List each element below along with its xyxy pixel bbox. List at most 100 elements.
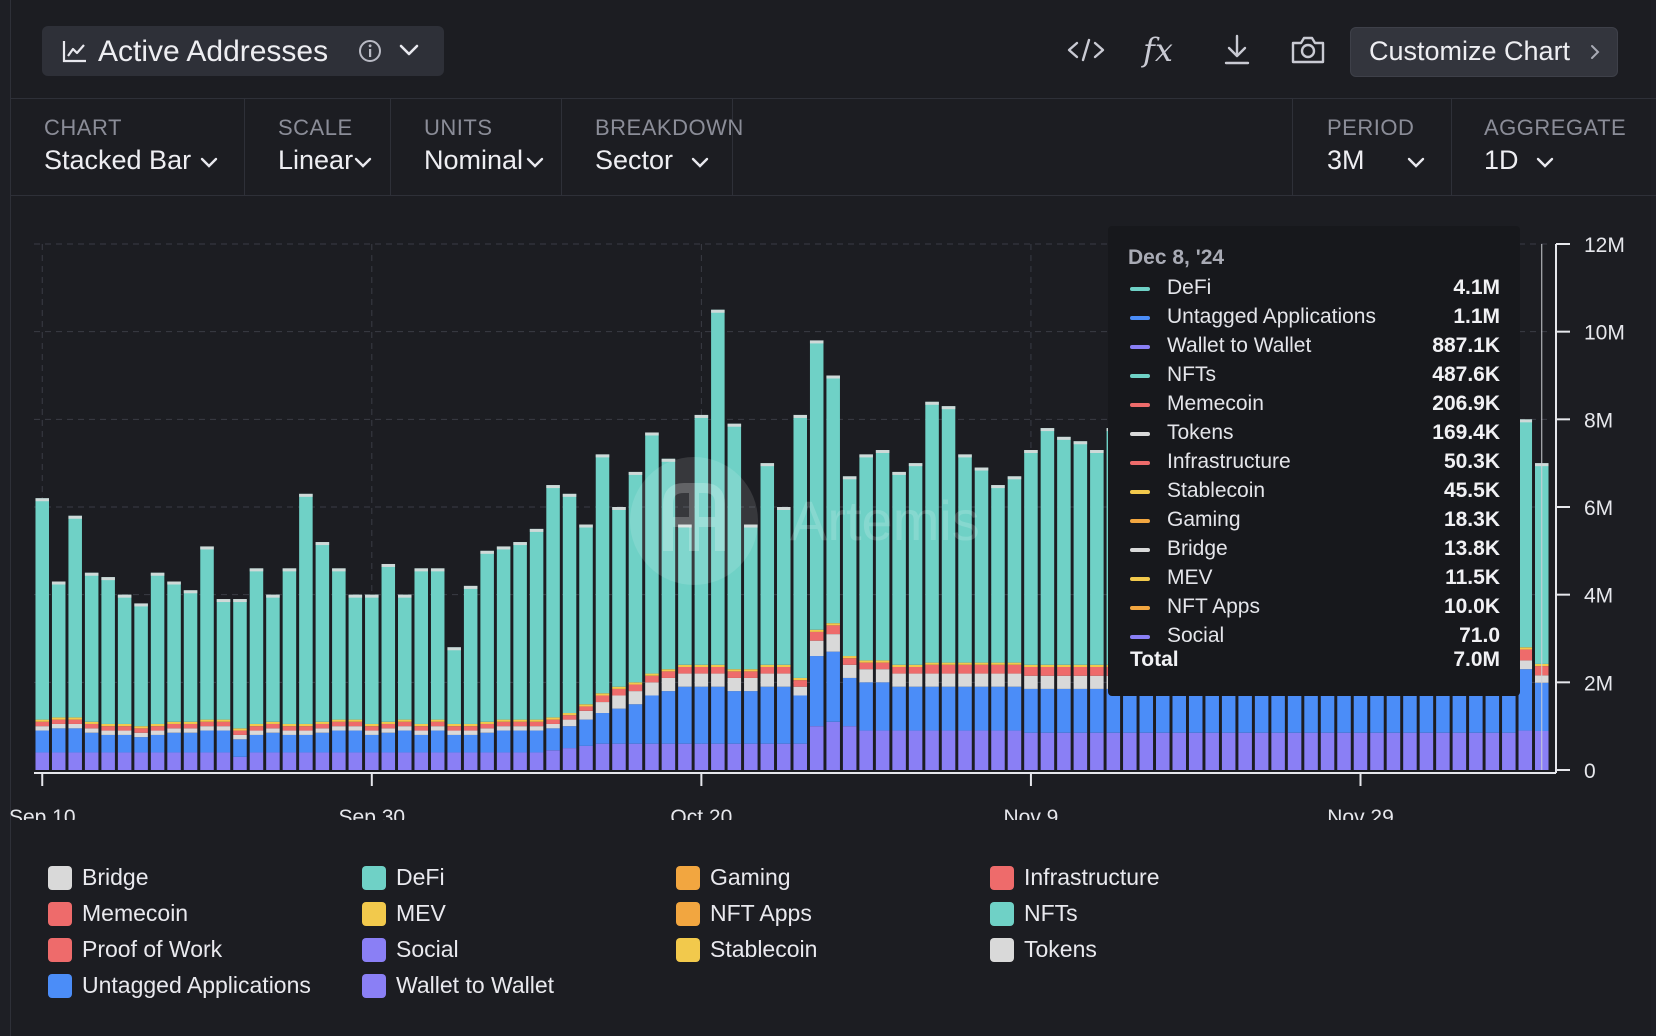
bar-segment[interactable] (414, 734, 428, 753)
bar-segment[interactable] (958, 686, 972, 731)
bar-segment[interactable] (35, 730, 49, 753)
bar-segment[interactable] (1188, 688, 1203, 733)
bar-segment[interactable] (480, 732, 494, 753)
bar-segment[interactable] (711, 309, 725, 665)
bar-segment[interactable] (562, 713, 577, 716)
bar-segment[interactable] (777, 673, 791, 687)
bar-segment[interactable] (1254, 688, 1269, 733)
bar-segment[interactable] (134, 752, 148, 770)
bar-segment[interactable] (612, 695, 626, 709)
bar-segment[interactable] (1353, 688, 1368, 733)
bar-segment[interactable] (777, 686, 791, 744)
bar-segment[interactable] (1090, 450, 1104, 665)
bar-segment[interactable] (348, 721, 363, 727)
bar-segment[interactable] (348, 719, 363, 722)
download-icon[interactable] (1215, 28, 1259, 72)
bar-segment[interactable] (1518, 660, 1533, 670)
bar-segment[interactable] (216, 730, 231, 753)
bar-segment[interactable] (266, 752, 280, 770)
bar-segment[interactable] (1040, 688, 1055, 733)
bar-segment[interactable] (398, 594, 412, 720)
bar-segment[interactable] (925, 664, 939, 674)
bar-segment[interactable] (529, 726, 544, 731)
bar-segment[interactable] (842, 658, 857, 665)
bar-segment[interactable] (678, 686, 692, 744)
bar-segment[interactable] (84, 723, 99, 729)
bar-segment[interactable] (562, 719, 577, 727)
bar-segment[interactable] (430, 730, 445, 753)
bar-segment[interactable] (760, 673, 775, 687)
bar-segment[interactable] (974, 662, 989, 665)
bar-segment[interactable] (777, 743, 791, 770)
bar-segment[interactable] (299, 493, 313, 724)
bar-segment[interactable] (661, 669, 676, 672)
bar-segment[interactable] (579, 704, 593, 707)
bar-segment[interactable] (1090, 732, 1104, 770)
bar-segment[interactable] (628, 691, 643, 705)
bar-segment[interactable] (1024, 688, 1038, 733)
bar-segment[interactable] (480, 752, 494, 770)
bar-segment[interactable] (958, 673, 972, 687)
bar-segment[interactable] (1403, 688, 1417, 733)
bar-segment[interactable] (414, 752, 428, 770)
bar-segment[interactable] (216, 726, 231, 731)
bar-segment[interactable] (842, 726, 857, 770)
bar-segment[interactable] (249, 726, 264, 731)
bar-segment[interactable] (1205, 688, 1219, 733)
bar-segment[interactable] (117, 734, 132, 753)
bar-segment[interactable] (1172, 732, 1186, 770)
bar-segment[interactable] (711, 666, 725, 674)
bar-segment[interactable] (826, 625, 840, 635)
bar-segment[interactable] (1485, 732, 1500, 770)
bar-segment[interactable] (529, 752, 544, 770)
bar-segment[interactable] (513, 719, 527, 722)
bar-segment[interactable] (777, 666, 791, 674)
bar-segment[interactable] (991, 485, 1005, 663)
bar-segment[interactable] (1403, 732, 1417, 770)
bar-segment[interactable] (529, 730, 544, 753)
bar-segment[interactable] (332, 752, 346, 770)
bar-segment[interactable] (513, 542, 527, 720)
bar-segment[interactable] (84, 732, 99, 753)
bar-segment[interactable] (991, 730, 1005, 770)
bar-segment[interactable] (315, 728, 330, 733)
bar-segment[interactable] (365, 752, 379, 770)
bar-segment[interactable] (1007, 673, 1022, 687)
bar-segment[interactable] (216, 719, 231, 722)
bar-segment[interactable] (711, 686, 725, 744)
bar-segment[interactable] (1436, 732, 1450, 770)
bar-segment[interactable] (678, 524, 692, 665)
bar-segment[interactable] (595, 454, 610, 694)
bar-segment[interactable] (711, 664, 725, 667)
bar-segment[interactable] (892, 664, 906, 667)
bar-segment[interactable] (612, 688, 626, 696)
bar-segment[interactable] (167, 581, 181, 722)
bar-segment[interactable] (117, 752, 132, 770)
bar-segment[interactable] (1040, 428, 1055, 665)
bar-segment[interactable] (233, 730, 247, 735)
bar-segment[interactable] (398, 752, 412, 770)
bar-segment[interactable] (414, 568, 428, 724)
bar-segment[interactable] (1469, 688, 1483, 733)
bar-segment[interactable] (1057, 675, 1071, 689)
bar-segment[interactable] (1337, 732, 1351, 770)
bar-segment[interactable] (991, 673, 1005, 687)
bar-segment[interactable] (859, 730, 873, 770)
bar-segment[interactable] (678, 666, 692, 674)
bar-segment[interactable] (414, 723, 428, 727)
bar-segment[interactable] (134, 732, 148, 738)
bar-segment[interactable] (694, 414, 709, 665)
bar-segment[interactable] (777, 507, 791, 665)
bar-segment[interactable] (1007, 730, 1022, 770)
bar-segment[interactable] (35, 752, 49, 770)
bar-segment[interactable] (859, 669, 873, 683)
bar-segment[interactable] (1007, 476, 1022, 663)
bar-segment[interactable] (200, 730, 214, 753)
bar-segment[interactable] (1073, 664, 1088, 667)
bar-segment[interactable] (694, 666, 709, 674)
bar-segment[interactable] (463, 723, 478, 727)
bar-segment[interactable] (1139, 732, 1154, 770)
bar-segment[interactable] (727, 671, 742, 678)
bar-segment[interactable] (266, 723, 280, 729)
bar-segment[interactable] (1419, 688, 1434, 733)
